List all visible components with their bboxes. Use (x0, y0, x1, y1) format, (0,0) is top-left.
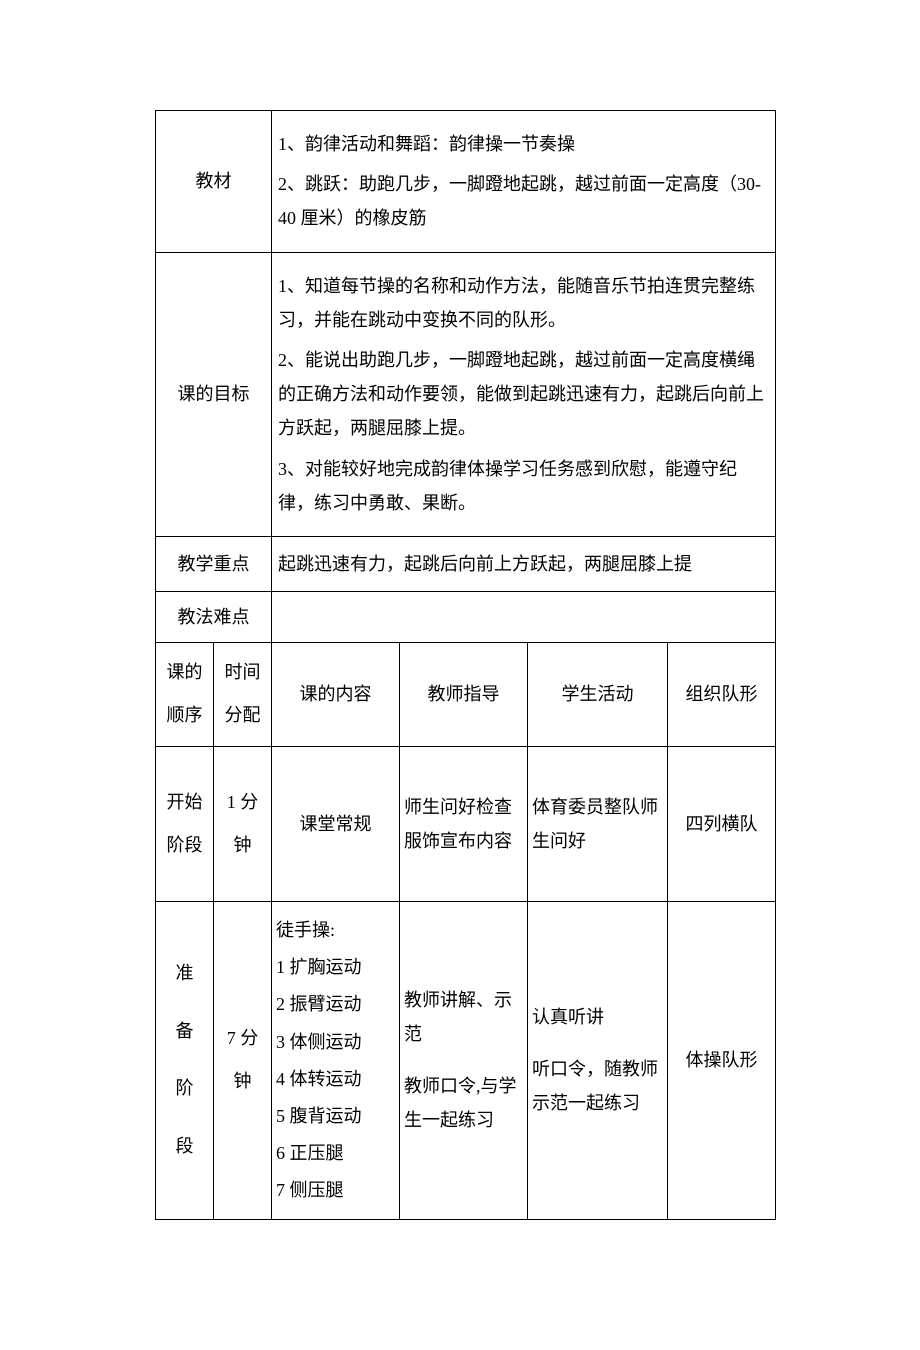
row-prep-stage: 准 备 阶 段 7 分钟 徒手操: 1 扩胸运动 2 振臂运动 3 体侧运动 4… (156, 902, 776, 1220)
material-content: 1、韵律活动和舞蹈：韵律操一节奏操 2、跳跃：助跑几步，一脚蹬地起跳，越过前面一… (272, 111, 776, 253)
header-sequence: 课的顺序 (156, 643, 214, 746)
material-line1: 1、韵律活动和舞蹈：韵律操一节奏操 (278, 127, 769, 161)
prep-student: 认真听讲 听口令，随教师示范一起练习 (528, 902, 668, 1220)
row-objectives: 课的目标 1、知道每节操的名称和动作方法，能随音乐节拍连贯完整练习，并能在跳动中… (156, 252, 776, 536)
objectives-content: 1、知道每节操的名称和动作方法，能随音乐节拍连贯完整练习，并能在跳动中变换不同的… (272, 252, 776, 536)
start-teacher: 师生问好检查服饰宣布内容 (400, 746, 528, 901)
keypoint-content: 起跳迅速有力，起跳后向前上方跃起，两腿屈膝上提 (272, 536, 776, 591)
row-headers: 课的顺序 时间分配 课的内容 教师指导 学生活动 组织队形 (156, 643, 776, 746)
prep-content-0: 徒手操: (276, 913, 395, 947)
prep-org: 体操队形 (668, 902, 776, 1220)
material-line2: 2、跳跃：助跑几步，一脚蹬地起跳，越过前面一定高度（30-40 厘米）的橡皮筋 (278, 167, 769, 235)
prep-content-5: 5 腹背运动 (276, 1099, 395, 1133)
label-material: 教材 (156, 111, 272, 253)
prep-seq-3: 阶 (176, 1078, 194, 1098)
prep-student-2: 听口令，随教师示范一起练习 (532, 1052, 663, 1120)
start-content: 课堂常规 (272, 746, 400, 901)
start-student: 体育委员整队师生问好 (528, 746, 668, 901)
prep-seq-2: 备 (176, 1021, 194, 1041)
prep-content-1: 1 扩胸运动 (276, 950, 395, 984)
objective-2: 2、能说出助跑几步，一脚蹬地起跳，越过前面一定高度横绳的正确方法和动作要领，能做… (278, 343, 769, 446)
row-keypoint: 教学重点 起跳迅速有力，起跳后向前上方跃起，两腿屈膝上提 (156, 536, 776, 591)
header-student: 学生活动 (528, 643, 668, 746)
prep-seq-4: 段 (176, 1136, 194, 1156)
label-difficulty: 教法难点 (156, 592, 272, 643)
header-teacher: 教师指导 (400, 643, 528, 746)
prep-teacher-2: 教师口令,与学生一起练习 (404, 1069, 523, 1137)
objective-1: 1、知道每节操的名称和动作方法，能随音乐节拍连贯完整练习，并能在跳动中变换不同的… (278, 269, 769, 337)
prep-content-7: 7 侧压腿 (276, 1173, 395, 1207)
prep-content-4: 4 体转运动 (276, 1062, 395, 1096)
prep-time: 7 分钟 (214, 902, 272, 1220)
header-time: 时间分配 (214, 643, 272, 746)
row-material: 教材 1、韵律活动和舞蹈：韵律操一节奏操 2、跳跃：助跑几步，一脚蹬地起跳，越过… (156, 111, 776, 253)
prep-seq-1: 准 (176, 963, 194, 983)
prep-seq: 准 备 阶 段 (156, 902, 214, 1220)
prep-content: 徒手操: 1 扩胸运动 2 振臂运动 3 体侧运动 4 体转运动 5 腹背运动 … (272, 902, 400, 1220)
start-time: 1 分钟 (214, 746, 272, 901)
lesson-plan-page: 教材 1、韵律活动和舞蹈：韵律操一节奏操 2、跳跃：助跑几步，一脚蹬地起跳，越过… (0, 0, 920, 1350)
label-keypoint: 教学重点 (156, 536, 272, 591)
prep-content-3: 3 体侧运动 (276, 1025, 395, 1059)
row-difficulty: 教法难点 (156, 592, 776, 643)
row-start-stage: 开始阶段 1 分钟 课堂常规 师生问好检查服饰宣布内容 体育委员整队师生问好 四… (156, 746, 776, 901)
objective-3: 3、对能较好地完成韵律体操学习任务感到欣慰，能遵守纪律，练习中勇敢、果断。 (278, 452, 769, 520)
prep-student-1: 认真听讲 (532, 1000, 663, 1034)
label-objectives: 课的目标 (156, 252, 272, 536)
header-org: 组织队形 (668, 643, 776, 746)
difficulty-content (272, 592, 776, 643)
start-org: 四列横队 (668, 746, 776, 901)
prep-content-6: 6 正压腿 (276, 1136, 395, 1170)
start-seq: 开始阶段 (156, 746, 214, 901)
prep-content-2: 2 振臂运动 (276, 987, 395, 1021)
header-content: 课的内容 (272, 643, 400, 746)
lesson-plan-table: 教材 1、韵律活动和舞蹈：韵律操一节奏操 2、跳跃：助跑几步，一脚蹬地起跳，越过… (155, 110, 776, 1220)
prep-teacher-1: 教师讲解、示范 (404, 983, 523, 1051)
prep-teacher: 教师讲解、示范 教师口令,与学生一起练习 (400, 902, 528, 1220)
